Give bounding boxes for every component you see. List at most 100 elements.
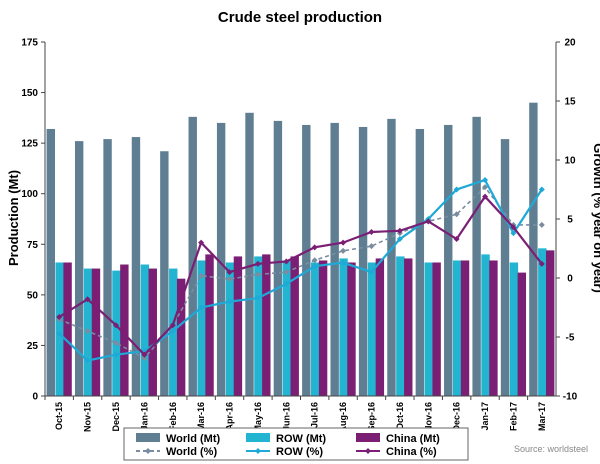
bar-china-mt <box>120 264 129 396</box>
bar-world-mt <box>330 122 339 397</box>
bar-world-mt <box>74 141 84 396</box>
line-world <box>58 185 542 360</box>
bar-world-mt <box>131 137 141 396</box>
source-note: Source: worldsteel <box>514 444 588 454</box>
bar-china-mt <box>489 260 498 396</box>
point-china <box>510 224 517 231</box>
bar-china-mt <box>91 268 101 396</box>
bar-row-mt <box>140 264 150 396</box>
x-tick-label: Jul-16 <box>310 402 320 428</box>
y-left-tick-label: 175 <box>21 38 38 49</box>
legend-box <box>123 427 469 461</box>
bar-row-mt <box>339 258 348 396</box>
point-row <box>56 330 63 337</box>
bar-row-mt <box>254 256 263 396</box>
y-left-axis-title: Production (Mt) <box>6 170 21 266</box>
bar-world-mt <box>358 126 368 397</box>
line-row <box>58 178 543 362</box>
bar-row-mt <box>310 262 320 396</box>
point-china <box>340 239 347 246</box>
point-world <box>311 257 318 264</box>
x-tick-label: Nov-15 <box>83 402 93 432</box>
point-row <box>283 280 290 287</box>
point-row <box>538 186 545 193</box>
point-china <box>538 260 545 267</box>
y-left-tick-label: 75 <box>27 240 39 251</box>
x-tick-label: Jan-16 <box>139 402 149 431</box>
bar-world-mt <box>188 116 197 397</box>
legend-label: World (Mt) <box>166 433 221 445</box>
point-world <box>368 243 375 250</box>
legend: World (Mt) ROW (Mt) China (Mt) World (%) ROW… <box>123 427 469 461</box>
y-right-tick-label: 0 <box>567 274 573 285</box>
point-world <box>283 269 290 276</box>
legend-label: China (%) <box>386 446 437 458</box>
point-china <box>311 244 318 251</box>
x-tick-label: May-16 <box>253 402 263 433</box>
bar-world-mt <box>415 128 425 397</box>
point-row <box>340 259 347 266</box>
y-right-tick-label: 15 <box>564 97 576 108</box>
x-ticks: Oct-15 Nov-15 Dec-15 Jan-16 Feb-16 Mar-16 Apr-… <box>54 402 547 433</box>
bar-series-group <box>46 102 555 397</box>
legend-swatch <box>136 433 160 442</box>
point-row <box>84 357 91 364</box>
point-china <box>56 313 63 320</box>
x-tick-label: Oct-16 <box>395 402 405 430</box>
y-right-tick-label: 10 <box>564 156 576 167</box>
point-row <box>482 177 489 184</box>
bar-row-mt <box>282 260 292 396</box>
bar-world-mt <box>216 122 226 397</box>
bar-china-mt <box>375 258 385 396</box>
legend-marker <box>365 448 371 454</box>
point-china <box>141 351 148 358</box>
point-row <box>198 304 205 311</box>
point-row <box>112 351 119 358</box>
point-china <box>396 227 403 234</box>
legend-marker <box>145 448 151 454</box>
bar-row-mt <box>538 248 547 396</box>
point-world <box>254 271 261 278</box>
point-china <box>169 322 176 329</box>
legend-label: ROW (%) <box>276 446 323 458</box>
bar-world-mt <box>444 124 453 397</box>
x-tick-label: Dec-16 <box>452 402 462 432</box>
x-tick-label: Dec-15 <box>111 402 121 432</box>
bar-china-mt <box>347 262 356 396</box>
bar-row-mt <box>197 260 206 396</box>
bar-row-mt <box>452 260 462 396</box>
bar-row-mt <box>55 262 64 396</box>
axes <box>41 41 560 400</box>
line-series-group <box>56 177 545 364</box>
bar-china-mt <box>262 254 271 396</box>
legend-label: World (%) <box>166 446 217 458</box>
point-world <box>141 355 148 362</box>
point-row <box>396 236 403 243</box>
bar-world-mt <box>46 128 55 397</box>
x-tick-label: Feb-17 <box>508 402 518 431</box>
bar-china-mt <box>148 268 157 396</box>
y-left-tick-label: 125 <box>21 139 38 150</box>
y-right-tick-label: -10 <box>563 392 578 403</box>
legend-label: ROW (Mt) <box>276 433 326 445</box>
bar-world-mt <box>160 151 169 396</box>
y-right-axis-title: Growth (% year on year) <box>591 143 600 293</box>
bar-china-mt <box>546 250 555 396</box>
bar-world-mt <box>245 112 254 397</box>
legend-swatch <box>356 433 380 442</box>
point-china <box>482 193 489 200</box>
point-world <box>538 221 545 228</box>
y-right-ticks: -10 -5 0 5 10 15 20 <box>563 38 578 403</box>
bar-china-mt <box>318 260 328 396</box>
point-world <box>112 339 119 346</box>
y-left-tick-label: 25 <box>27 341 39 352</box>
x-tick-label: Oct-15 <box>54 402 64 430</box>
bar-world-mt <box>472 116 481 397</box>
chart-title: Crude steel production <box>218 9 382 26</box>
bar-world-mt <box>302 124 311 397</box>
x-tick-label: Jun-16 <box>281 402 291 431</box>
x-tick-label: Mar-17 <box>537 402 547 431</box>
point-world <box>84 328 91 335</box>
y-right-tick-label: -5 <box>566 333 575 344</box>
